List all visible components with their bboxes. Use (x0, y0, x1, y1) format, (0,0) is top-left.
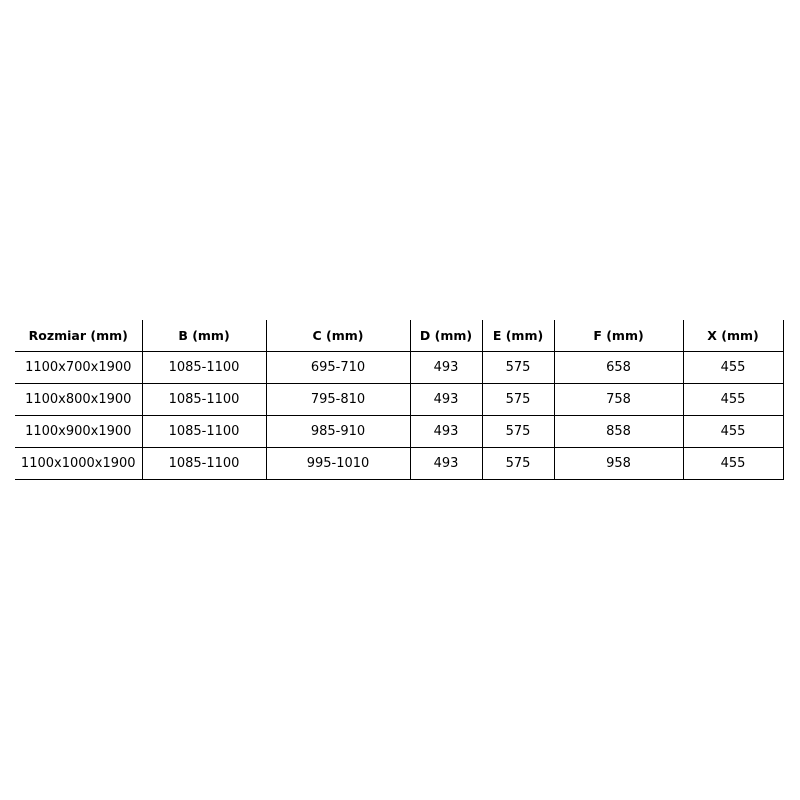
table-cell: 695-710 (265, 351, 411, 384)
table-row: 1100x700x1900 1085-1100 695-710 493 575 658 45… (15, 351, 784, 384)
dimensions-table: Rozmiar (mm) B (mm) C (mm) D (mm) E (mm)… (15, 320, 784, 480)
table-cell: 1100x900x1900 (15, 415, 143, 448)
table-row: 1100x900x1900 1085-1100 985-910 493 575 858 45… (15, 415, 784, 448)
table-cell: 958 (553, 447, 684, 480)
header-row: Rozmiar (mm) B (mm) C (mm) D (mm) E (mm)… (15, 320, 784, 352)
table-cell: 1085-1100 (141, 351, 267, 384)
table-cell: 575 (481, 415, 555, 448)
table-cell: 1100x1000x1900 (15, 447, 143, 480)
table-cell: 858 (553, 415, 684, 448)
table-cell: 658 (553, 351, 684, 384)
header-cell: F (mm) (553, 320, 684, 352)
table-cell: 1085-1100 (141, 447, 267, 480)
header-cell: C (mm) (265, 320, 411, 352)
table-cell: 758 (553, 383, 684, 416)
table-cell: 493 (409, 351, 483, 384)
table-row: 1100x800x1900 1085-1100 795-810 493 575 758 45… (15, 383, 784, 416)
table-cell: 493 (409, 383, 483, 416)
header-cell: X (mm) (682, 320, 784, 352)
table-cell: 493 (409, 415, 483, 448)
table-cell: 455 (682, 415, 784, 448)
table-cell: 493 (409, 447, 483, 480)
table-cell: 995-1010 (265, 447, 411, 480)
table-cell: 575 (481, 351, 555, 384)
table-cell: 1100x700x1900 (15, 351, 143, 384)
table-cell: 455 (682, 447, 784, 480)
table-cell: 795-810 (265, 383, 411, 416)
header-cell: Rozmiar (mm) (15, 320, 143, 352)
header-cell: D (mm) (409, 320, 483, 352)
table-cell: 575 (481, 383, 555, 416)
table-row: 1100x1000x1900 1085-1100 995-1010 493 575 958… (15, 447, 784, 480)
table-cell: 455 (682, 351, 784, 384)
table-cell: 985-910 (265, 415, 411, 448)
table-cell: 455 (682, 383, 784, 416)
table-cell: 1100x800x1900 (15, 383, 143, 416)
table-cell: 1085-1100 (141, 383, 267, 416)
header-cell: B (mm) (141, 320, 267, 352)
table-cell: 575 (481, 447, 555, 480)
header-cell: E (mm) (481, 320, 555, 352)
table-cell: 1085-1100 (141, 415, 267, 448)
